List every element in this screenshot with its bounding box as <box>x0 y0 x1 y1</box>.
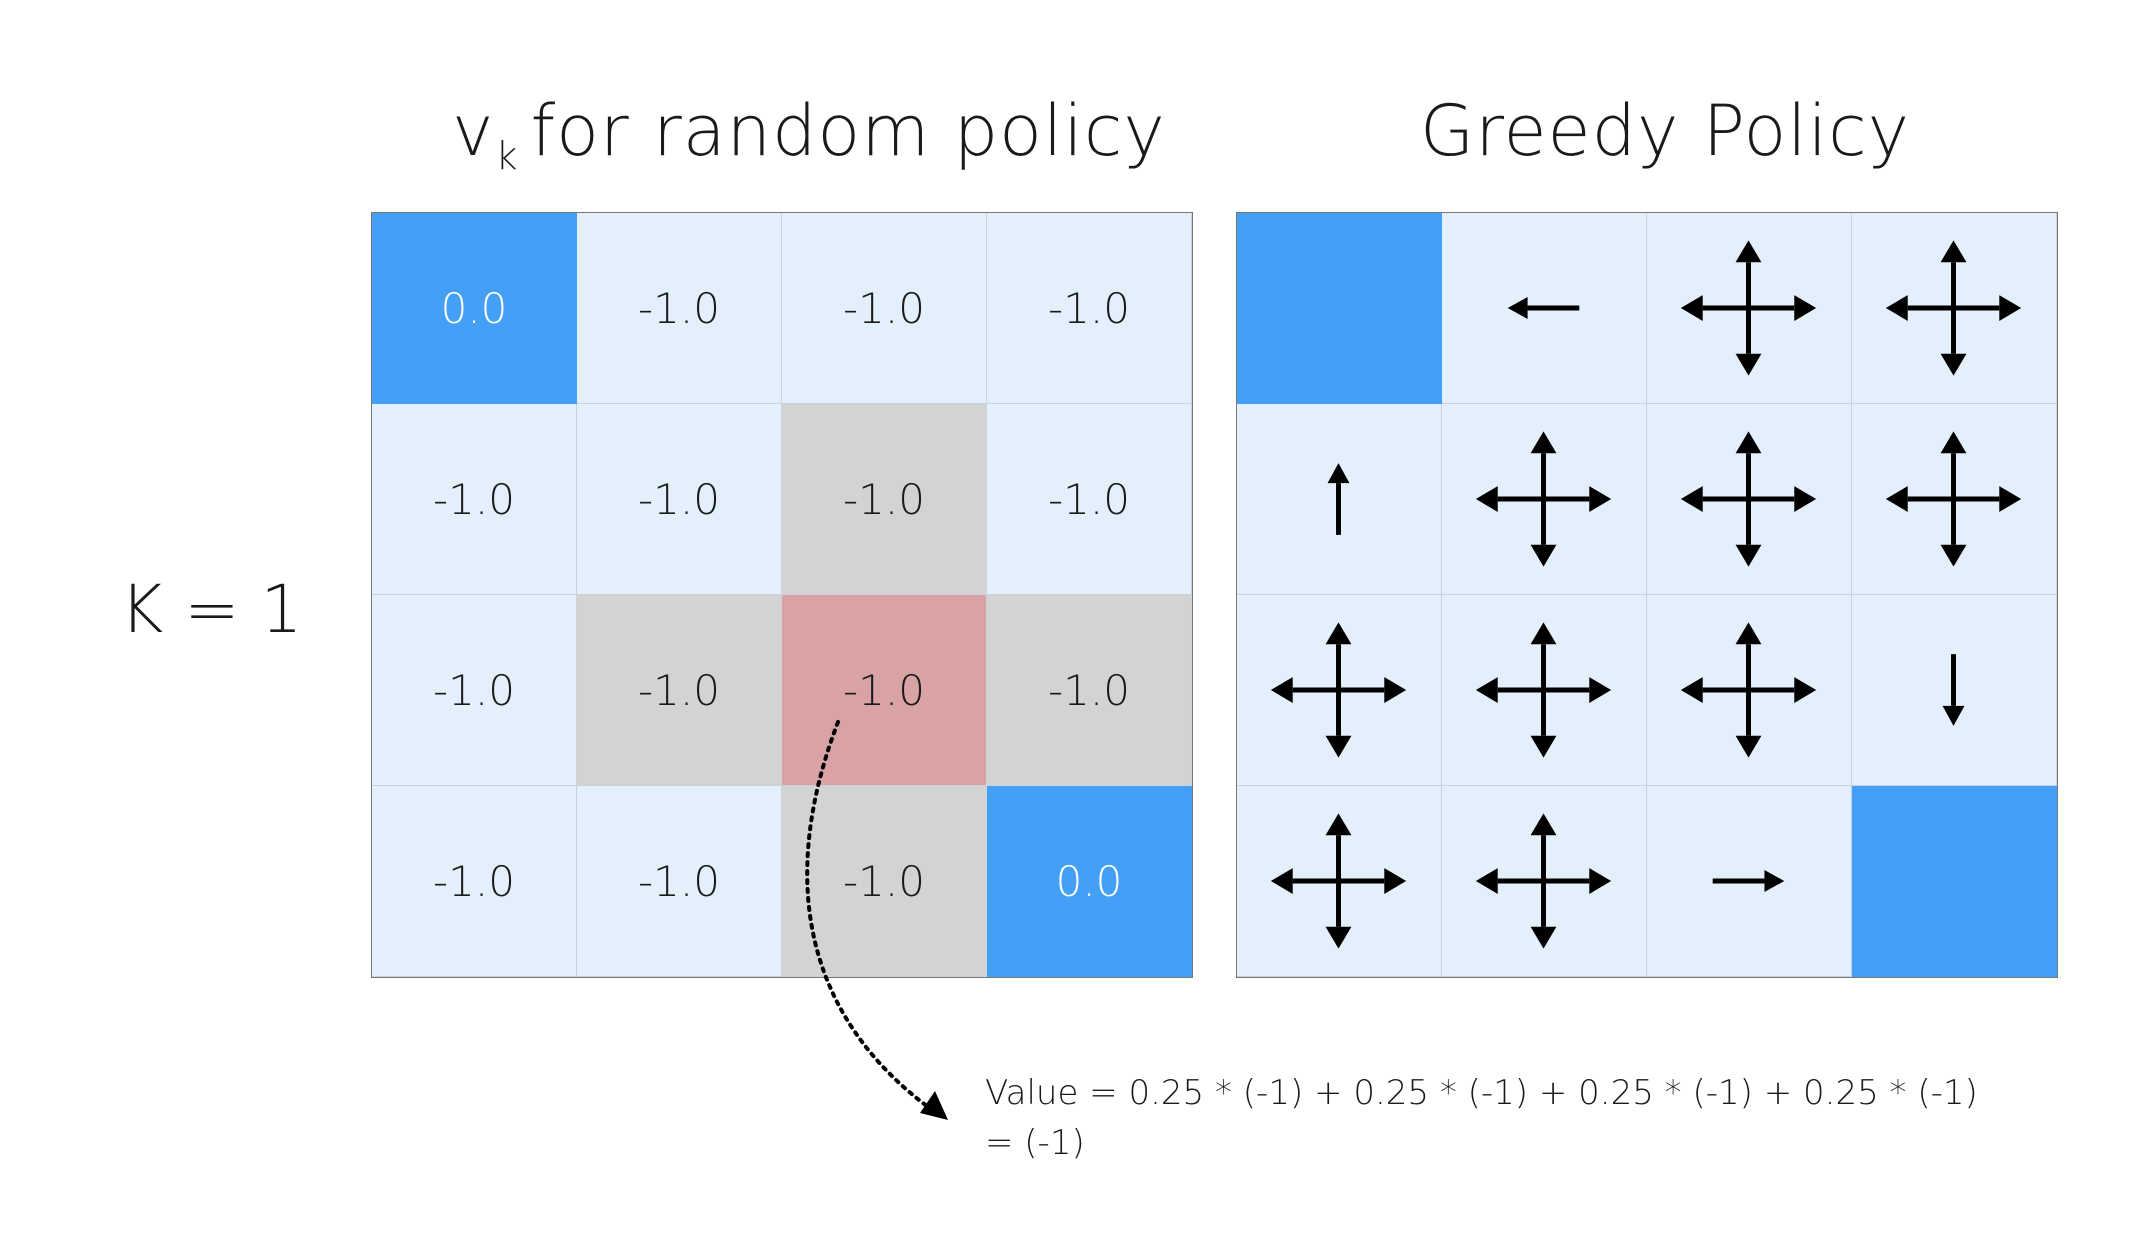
policy-cell <box>1647 786 1852 977</box>
down-arrow-icon <box>1942 653 1965 726</box>
value-cell: -1.0 <box>577 213 782 404</box>
formula-line-1: Value = 0.25 * (-1) + 0.25 * (-1) + 0.25… <box>985 1073 1978 1113</box>
value-cell: -1.0 <box>782 595 987 786</box>
policy-cell <box>1647 213 1852 404</box>
policy-grid-title: Greedy Policy <box>1420 90 1911 172</box>
left-arrow-icon <box>1507 296 1580 319</box>
value-cell: -1.0 <box>782 786 987 977</box>
value-title-text: for random policy <box>530 90 1166 172</box>
right-arrow-icon <box>1712 869 1785 892</box>
policy-cell <box>1442 595 1647 786</box>
four-way-arrow-icon <box>1270 812 1407 949</box>
four-way-arrow-icon <box>1680 239 1817 376</box>
policy-cell <box>1237 404 1442 595</box>
iteration-label: K = 1 <box>120 571 303 648</box>
policy-cell <box>1237 595 1442 786</box>
policy-cell <box>1442 213 1647 404</box>
value-cell: -1.0 <box>987 595 1192 786</box>
four-way-arrow-icon <box>1680 430 1817 567</box>
value-cell: -1.0 <box>577 404 782 595</box>
four-way-arrow-icon <box>1885 239 2022 376</box>
value-subscript: k <box>495 134 519 178</box>
value-cell: -1.0 <box>577 786 782 977</box>
value-cell: -1.0 <box>372 786 577 977</box>
value-cell: 0.0 <box>372 213 577 404</box>
value-cell: -1.0 <box>987 404 1192 595</box>
policy-cell <box>1647 404 1852 595</box>
value-cell: -1.0 <box>987 213 1192 404</box>
terminal-cell <box>1852 786 2057 977</box>
policy-cell <box>1237 786 1442 977</box>
value-formula: Value = 0.25 * (-1) + 0.25 * (-1) + 0.25… <box>985 1068 1978 1168</box>
value-cell: -1.0 <box>372 404 577 595</box>
value-symbol: v <box>452 90 495 172</box>
policy-cell <box>1852 213 2057 404</box>
four-way-arrow-icon <box>1475 812 1612 949</box>
four-way-arrow-icon <box>1270 621 1407 758</box>
policy-cell <box>1442 404 1647 595</box>
four-way-arrow-icon <box>1680 621 1817 758</box>
value-grid: 0.0 -1.0 -1.0 -1.0 -1.0 -1.0 -1.0 -1.0 -1.0 -1.0-… <box>371 212 1193 978</box>
value-cell: -1.0 <box>372 595 577 786</box>
policy-cell <box>1442 786 1647 977</box>
four-way-arrow-icon <box>1475 621 1612 758</box>
terminal-cell <box>1237 213 1442 404</box>
policy-cell <box>1852 404 2057 595</box>
policy-cell <box>1647 595 1852 786</box>
policy-cell <box>1852 595 2057 786</box>
four-way-arrow-icon <box>1885 430 2022 567</box>
policy-grid <box>1236 212 2058 978</box>
up-arrow-icon <box>1327 462 1350 535</box>
value-grid-title: vk for random policy <box>452 86 1166 178</box>
formula-line-2: = (-1) <box>985 1123 1085 1163</box>
value-cell: -1.0 <box>782 213 987 404</box>
value-cell: -1.0 <box>782 404 987 595</box>
value-cell: -1.0 <box>577 595 782 786</box>
four-way-arrow-icon <box>1475 430 1612 567</box>
value-cell: 0.0 <box>987 786 1192 977</box>
